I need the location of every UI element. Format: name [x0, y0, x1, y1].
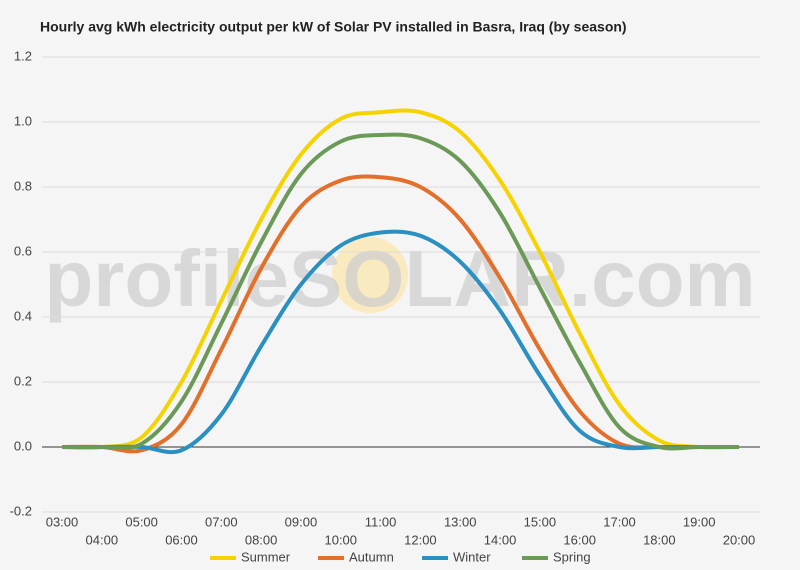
legend-label: Summer [241, 549, 291, 564]
y-tick-label: 0.2 [14, 373, 32, 388]
y-tick-label: 1.0 [14, 113, 32, 128]
y-tick-label: 0.0 [14, 438, 32, 453]
y-tick-label: 0.6 [14, 243, 32, 258]
x-tick-label: 12:00 [404, 532, 437, 547]
watermark-sun [332, 237, 408, 313]
y-tick-label: -0.2 [10, 503, 32, 518]
x-tick-label: 18:00 [643, 532, 676, 547]
x-tick-label: 11:00 [365, 514, 397, 529]
x-tick-label: 08:00 [245, 532, 278, 547]
series-line [61, 132, 739, 451]
x-tick-label: 06:00 [165, 532, 198, 547]
x-tick-label: 19:00 [683, 514, 716, 529]
x-tick-label: 17:00 [603, 514, 636, 529]
x-tick-label: 20:00 [723, 532, 756, 547]
series-line [61, 108, 740, 450]
y-tick-label: 1.2 [14, 48, 32, 63]
legend-label: Winter [453, 549, 491, 564]
chart-title: Hourly avg kWh electricity output per kW… [40, 19, 627, 35]
y-tick-label: 0.8 [14, 178, 32, 193]
legend-label: Spring [553, 549, 591, 564]
x-tick-label: 07:00 [205, 514, 238, 529]
x-tick-label: 14:00 [484, 532, 517, 547]
series-line [62, 229, 739, 455]
x-tick-label: 15:00 [524, 514, 557, 529]
series-line [61, 174, 739, 454]
x-tick-label: 16:00 [563, 532, 596, 547]
watermark: profileSOLAR.com [44, 234, 755, 323]
y-tick-label: 0.4 [14, 308, 32, 323]
x-tick-label: 03:00 [46, 514, 79, 529]
x-tick-label: 05:00 [125, 514, 158, 529]
x-tick-label: 09:00 [285, 514, 318, 529]
legend-label: Autumn [349, 549, 394, 564]
x-tick-label: 04:00 [86, 532, 119, 547]
x-tick-label: 13:00 [444, 514, 477, 529]
x-tick-label: 10:00 [324, 532, 357, 547]
